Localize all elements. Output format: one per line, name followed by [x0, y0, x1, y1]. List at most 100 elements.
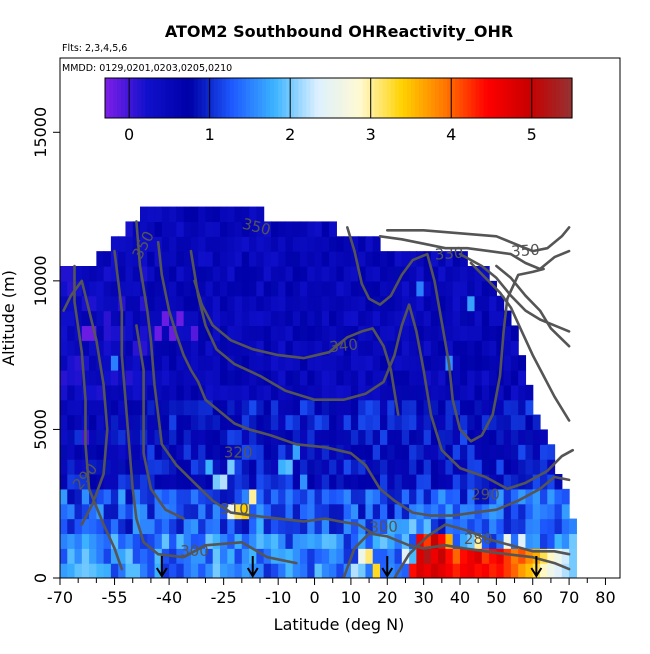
heatmap-cell	[554, 563, 563, 578]
heatmap-cell	[176, 518, 185, 535]
y-tick-label: 15000	[31, 107, 50, 158]
heatmap-cell	[285, 236, 294, 252]
heatmap-cell	[300, 295, 308, 312]
heatmap-cell	[430, 370, 439, 386]
heatmap-cell	[365, 518, 374, 535]
heatmap-cell	[510, 563, 519, 578]
heatmap-cell	[125, 370, 134, 386]
heatmap-cell	[169, 474, 177, 490]
heatmap-cell	[503, 474, 512, 490]
heatmap-cell	[401, 414, 410, 431]
heatmap-cell	[89, 563, 97, 578]
heatmap-cell	[343, 488, 352, 505]
heatmap-cell	[190, 384, 199, 401]
heatmap-cell	[452, 310, 461, 327]
heatmap-cell	[481, 518, 490, 535]
heatmap-cell	[481, 533, 490, 549]
heatmap-cell	[503, 488, 512, 505]
heatmap-cell	[212, 370, 221, 386]
heatmap-cell	[532, 488, 541, 505]
heatmap-cell	[372, 518, 381, 535]
heatmap-cell	[190, 459, 199, 475]
heatmap-cell	[220, 503, 228, 520]
heatmap-cell	[74, 340, 83, 356]
heatmap-cell	[292, 503, 301, 520]
heatmap-cell	[423, 518, 432, 535]
heatmap-cell	[380, 280, 388, 297]
colorbar-swatch	[109, 78, 114, 118]
heatmap-cell	[147, 251, 156, 267]
heatmap-cell	[452, 429, 461, 445]
colorbar-swatch	[346, 78, 352, 118]
colorbar-swatch	[451, 78, 456, 118]
heatmap-cell	[212, 444, 221, 460]
heatmap-cell	[183, 266, 192, 282]
heatmap-cell	[394, 459, 403, 475]
heatmap-cell	[169, 325, 177, 341]
colorbar-swatch	[463, 78, 468, 118]
heatmap-cell	[205, 206, 214, 223]
heatmap-cell	[212, 503, 221, 520]
heatmap-cell	[518, 384, 527, 401]
heatmap-cell	[132, 548, 141, 564]
heatmap-cell	[503, 325, 512, 341]
heatmap-cell	[60, 563, 68, 578]
heatmap-cell	[409, 459, 417, 475]
heatmap-cell	[227, 310, 236, 327]
colorbar-swatch	[358, 78, 364, 118]
heatmap-cell	[74, 503, 83, 520]
heatmap-cell	[401, 310, 410, 327]
heatmap-cell	[212, 251, 221, 267]
heatmap-cell	[365, 548, 374, 564]
heatmap-cell	[67, 563, 76, 578]
heatmap-cell	[343, 251, 352, 267]
heatmap-cell	[278, 370, 287, 386]
heatmap-cell	[380, 548, 388, 564]
heatmap-cell	[154, 310, 163, 327]
heatmap-cell	[336, 459, 345, 475]
heatmap-cell	[212, 518, 221, 535]
heatmap-cell	[176, 206, 185, 223]
heatmap-cell	[321, 414, 330, 431]
heatmap-cell	[372, 548, 381, 564]
heatmap-cell	[60, 325, 68, 341]
heatmap-cell	[481, 548, 490, 564]
colorbar-swatch	[543, 78, 549, 118]
heatmap-cell	[321, 310, 330, 327]
colorbar-swatch	[559, 78, 565, 118]
heatmap-cell	[307, 563, 316, 578]
colorbar-swatch	[547, 78, 553, 118]
heatmap-cell	[307, 295, 316, 312]
heatmap-cell	[525, 384, 534, 401]
heatmap-cell	[67, 503, 76, 520]
heatmap-cell	[81, 518, 90, 535]
heatmap-cell	[329, 355, 337, 371]
heatmap-cell	[518, 488, 527, 505]
heatmap-cell	[321, 488, 330, 505]
heatmap-cell	[270, 325, 279, 341]
heatmap-cell	[314, 325, 323, 341]
heatmap-cell	[110, 399, 119, 416]
heatmap-cell	[89, 503, 97, 520]
heatmap-cell	[147, 518, 156, 535]
heatmap-cell	[110, 459, 119, 475]
heatmap-cell	[89, 399, 97, 416]
heatmap-cell	[96, 444, 105, 460]
heatmap-cell	[132, 399, 141, 416]
heatmap-cell	[220, 429, 228, 445]
heatmap-cell	[190, 518, 199, 535]
heatmap-cell	[60, 355, 68, 371]
heatmap-cell	[409, 429, 417, 445]
heatmap-cell	[350, 280, 359, 297]
heatmap-cell	[540, 429, 548, 445]
heatmap-cell	[125, 533, 134, 549]
heatmap-cell	[81, 355, 90, 371]
heatmap-cell	[430, 563, 439, 578]
heatmap-cell	[321, 429, 330, 445]
heatmap-cell	[161, 399, 170, 416]
heatmap-cell	[234, 325, 243, 341]
heatmap-cell	[110, 518, 119, 535]
heatmap-cell	[510, 429, 519, 445]
heatmap-cell	[205, 266, 214, 282]
heatmap-cell	[241, 548, 250, 564]
